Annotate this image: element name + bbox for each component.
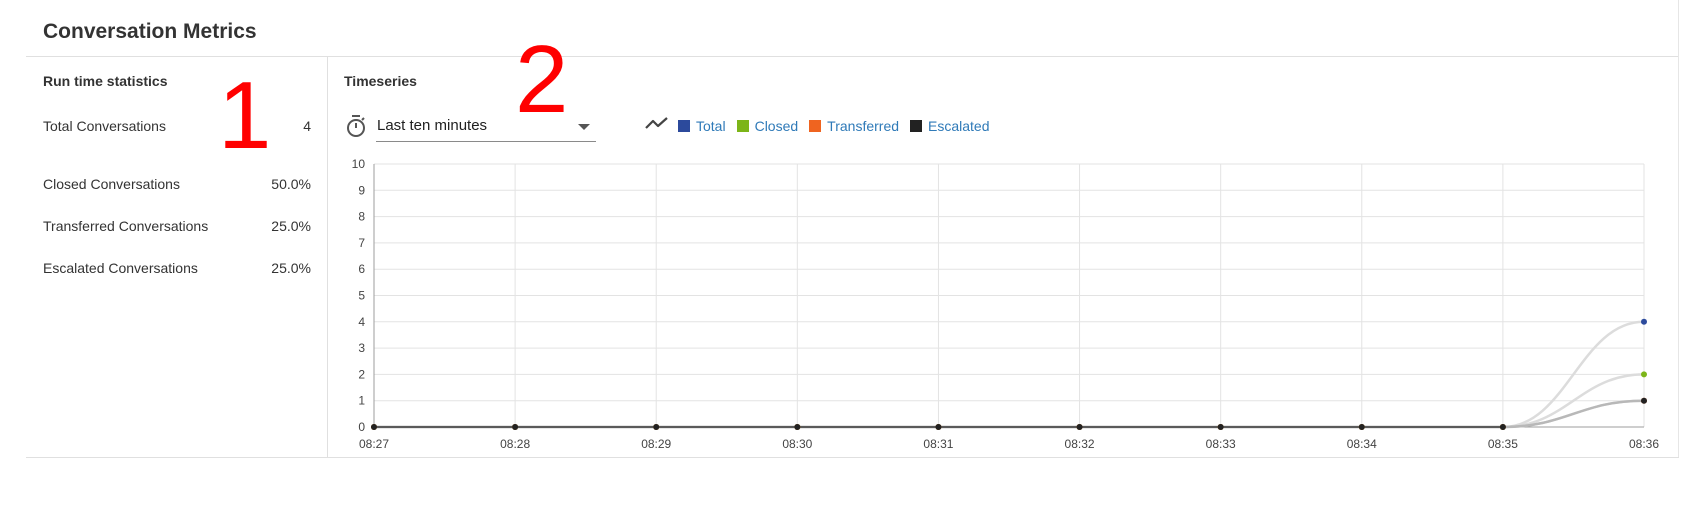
data-point-escalated: [1359, 424, 1365, 430]
legend-item-transferred[interactable]: Transferred: [809, 118, 899, 134]
y-tick-label: 5: [358, 289, 365, 303]
data-point-escalated: [1500, 424, 1506, 430]
legend-swatch: [737, 120, 749, 132]
x-tick-label: 08:34: [1347, 437, 1377, 451]
data-point-escalated: [653, 424, 659, 430]
data-point-escalated: [935, 424, 941, 430]
data-point-escalated: [1077, 424, 1083, 430]
caret-down-icon: [578, 124, 590, 130]
legend-label: Closed: [755, 118, 799, 134]
data-point-escalated: [512, 424, 518, 430]
legend-swatch: [678, 120, 690, 132]
y-tick-label: 1: [358, 394, 365, 408]
series-line-transferred: [374, 401, 1644, 427]
data-point-escalated: [1641, 398, 1647, 404]
x-tick-label: 08:28: [500, 437, 530, 451]
x-tick-label: 08:35: [1488, 437, 1518, 451]
x-tick-label: 08:29: [641, 437, 671, 451]
x-tick-label: 08:33: [1206, 437, 1236, 451]
panel-bottom-border: [26, 457, 1679, 458]
chart-legend: Total Closed Transferred Escalated: [678, 118, 1001, 134]
time-range-value: Last ten minutes: [377, 117, 487, 134]
data-point-total: [1641, 319, 1647, 325]
y-tick-label: 8: [358, 210, 365, 224]
stat-label: Escalated Conversations: [43, 260, 198, 276]
series-line-escalated: [374, 401, 1644, 427]
data-point-escalated: [1218, 424, 1224, 430]
legend-swatch: [809, 120, 821, 132]
stats-title: Run time statistics: [43, 73, 167, 89]
stat-value: 25.0%: [271, 218, 311, 234]
y-tick-label: 3: [358, 341, 365, 355]
panel-right-border: [1678, 0, 1679, 458]
line-chart-icon[interactable]: [645, 116, 669, 132]
legend-label: Escalated: [928, 118, 989, 134]
timeseries-title: Timeseries: [344, 73, 417, 89]
x-tick-label: 08:36: [1629, 437, 1659, 451]
x-tick-label: 08:32: [1065, 437, 1095, 451]
y-tick-label: 7: [358, 236, 365, 250]
x-tick-label: 08:31: [923, 437, 953, 451]
y-tick-label: 0: [358, 420, 365, 434]
y-tick-label: 4: [358, 315, 365, 329]
data-point-escalated: [794, 424, 800, 430]
header-divider: [26, 56, 1679, 57]
legend-item-total[interactable]: Total: [678, 118, 726, 134]
x-tick-label: 08:27: [359, 437, 389, 451]
y-tick-label: 9: [358, 183, 365, 197]
legend-swatch: [910, 120, 922, 132]
y-tick-label: 10: [352, 157, 366, 171]
legend-label: Total: [696, 118, 726, 134]
y-tick-label: 6: [358, 262, 365, 276]
stat-label: Transferred Conversations: [43, 218, 208, 234]
x-tick-label: 08:30: [782, 437, 812, 451]
legend-item-escalated[interactable]: Escalated: [910, 118, 989, 134]
data-point-escalated: [371, 424, 377, 430]
stat-value: 25.0%: [271, 260, 311, 276]
time-range-select[interactable]: Last ten minutes: [376, 110, 596, 142]
data-point-closed: [1641, 371, 1647, 377]
page-title: Conversation Metrics: [43, 20, 257, 44]
legend-label: Transferred: [827, 118, 899, 134]
series-line-total: [374, 322, 1644, 427]
y-tick-label: 2: [358, 367, 365, 381]
timer-icon: [345, 114, 367, 138]
legend-item-closed[interactable]: Closed: [737, 118, 799, 134]
panel-divider: [327, 56, 328, 458]
stat-label: Closed Conversations: [43, 176, 180, 192]
series-line-closed: [374, 374, 1644, 427]
annotation-marker-1: 1: [218, 68, 271, 164]
stat-value: 50.0%: [271, 176, 311, 192]
stat-value: 4: [303, 118, 311, 134]
stat-label: Total Conversations: [43, 118, 166, 134]
